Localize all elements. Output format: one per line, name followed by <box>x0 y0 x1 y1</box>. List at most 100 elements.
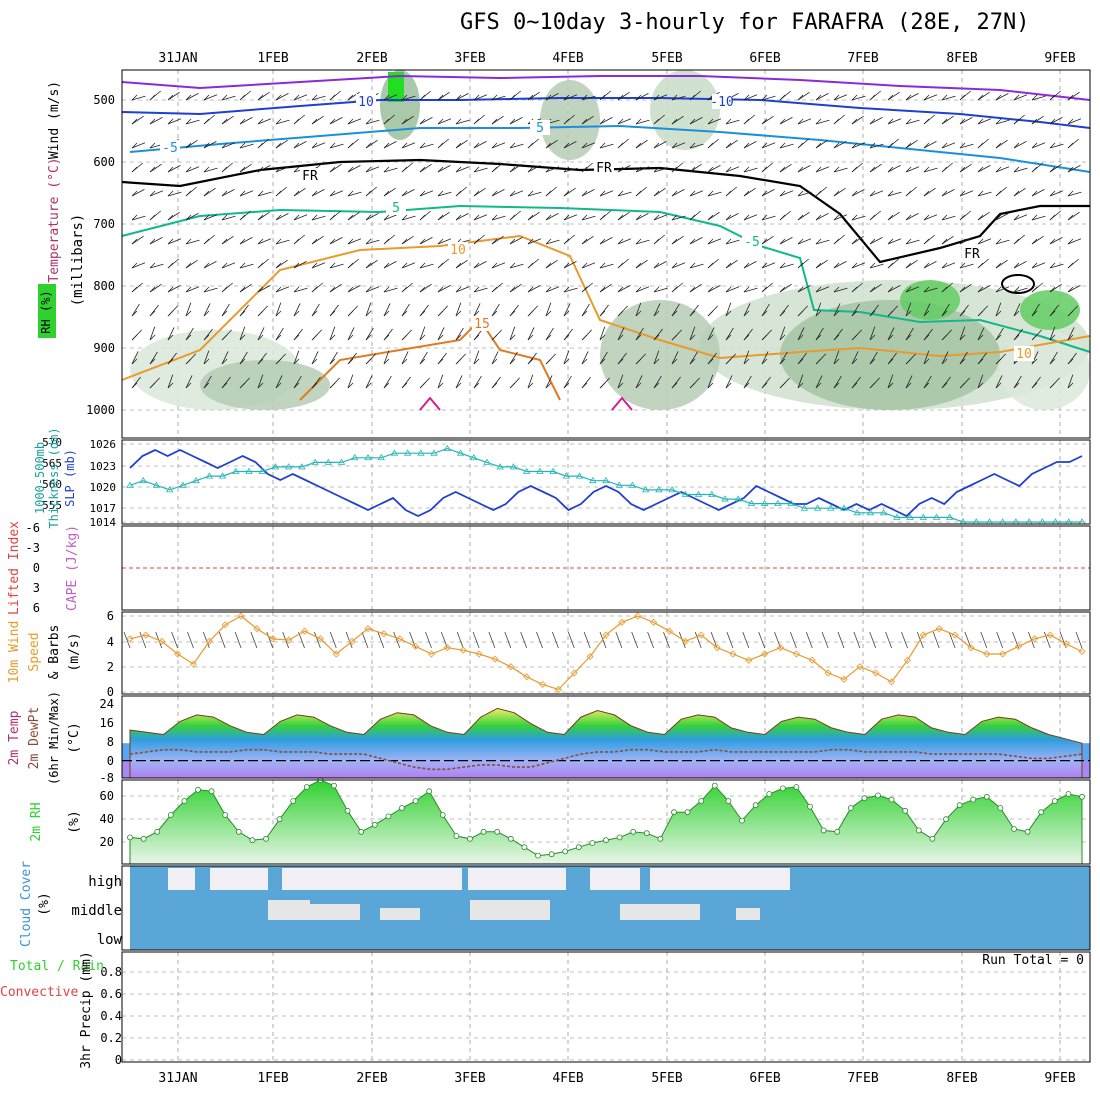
wind-barb <box>779 94 786 101</box>
wind-barb <box>401 334 408 341</box>
wind-barb <box>437 238 444 245</box>
wind-speed-point <box>380 630 388 638</box>
wind-barb <box>437 374 444 389</box>
wind-barb <box>347 262 354 269</box>
wind-barb-10m <box>583 631 591 649</box>
wind-barb <box>941 351 949 365</box>
rh-point <box>399 805 405 811</box>
wind-barb <box>635 166 642 173</box>
thickness-point <box>562 472 571 479</box>
wind-barb <box>941 310 948 317</box>
wind-barb <box>275 375 283 389</box>
date-label-bottom: 2FEB <box>356 1071 387 1086</box>
pressure-label-thickness: 1000-500mb <box>33 442 47 514</box>
contour-label: -5 <box>744 235 760 250</box>
wind-barb-10m <box>488 631 496 649</box>
wind-barb <box>257 310 264 317</box>
wind-barb <box>599 142 606 149</box>
wind-barb <box>689 283 702 293</box>
wind-speed-point <box>586 652 594 661</box>
contour-label: -5 <box>162 141 178 156</box>
thickness-point <box>708 490 716 497</box>
wind-barb <box>977 94 984 101</box>
rh-point <box>929 835 936 842</box>
wind-barb <box>941 286 948 293</box>
wind-barb <box>581 189 595 197</box>
wind-barb <box>959 283 972 293</box>
wind-barb <box>617 191 632 197</box>
rh-point <box>562 848 569 855</box>
thickness-point <box>800 504 809 511</box>
wind-barb <box>221 286 228 293</box>
wind-barb <box>473 187 486 197</box>
wind-barb-10m <box>567 631 575 649</box>
wind-barb <box>509 382 516 389</box>
wind-barb <box>221 382 228 389</box>
upper-label-wind: Wind (m/s) <box>47 81 62 159</box>
wind-barb <box>995 166 1002 173</box>
rh-shading <box>600 300 720 410</box>
wind-barb <box>203 358 210 365</box>
wind-barb <box>167 214 174 221</box>
wind-barb <box>1067 214 1074 221</box>
wind-barb <box>329 117 343 125</box>
wind-barb <box>419 358 426 365</box>
wind-barb <box>1049 263 1064 269</box>
rh-shading <box>900 280 960 320</box>
contour-label-bg <box>448 242 468 257</box>
cloud-level-label: low <box>97 932 123 948</box>
wind-barb <box>401 190 408 197</box>
wind-barb <box>347 285 361 293</box>
date-label-bottom: 4FEB <box>552 1071 583 1086</box>
wind-barb <box>815 190 822 197</box>
wind-barb <box>563 350 570 365</box>
wind-barb <box>509 283 522 293</box>
date-label-bottom: 3FEB <box>454 1071 485 1086</box>
wind-barb <box>761 235 774 245</box>
wind-barb <box>239 117 253 125</box>
cape-label-lifted-index: Lifted Index <box>7 521 22 615</box>
wind-barb <box>383 334 390 341</box>
wind-barb <box>491 262 506 269</box>
wind-barb <box>599 351 608 365</box>
wind-barb <box>887 211 900 221</box>
wind-barb <box>797 214 804 221</box>
cloud-high-clear <box>468 868 566 890</box>
wind-barb <box>365 239 380 245</box>
wind-barb <box>239 358 246 365</box>
wind-barb <box>185 358 192 365</box>
wind-barb <box>869 117 883 125</box>
wind-barb <box>293 286 300 293</box>
wind-barb <box>347 286 354 293</box>
wind-speed-point <box>983 650 991 658</box>
rh-shading <box>1020 290 1080 330</box>
rh-point <box>127 834 133 841</box>
wind-barb <box>743 118 750 125</box>
wind-barb <box>473 214 480 221</box>
wind-barb <box>257 238 264 245</box>
wind-barb <box>905 93 919 101</box>
wind-barb <box>977 118 984 125</box>
wind-barb <box>725 302 732 317</box>
rh-high-patch <box>388 72 404 102</box>
upper-label-rh: RH (%) <box>39 290 53 333</box>
wind-barb <box>725 166 740 173</box>
wind-barb <box>437 165 451 173</box>
wind-barb <box>419 190 426 197</box>
wind-barb <box>185 382 192 389</box>
wind-barb <box>563 167 578 173</box>
wind-barb <box>131 94 138 101</box>
rh-point <box>263 835 269 842</box>
wind-barb <box>275 358 282 365</box>
wind-barb <box>1049 143 1064 149</box>
wind-barb <box>851 190 858 197</box>
wind-barb <box>815 239 830 245</box>
rh-point <box>616 834 623 841</box>
wind-barb <box>491 286 498 293</box>
wind-barb <box>743 166 750 173</box>
wind-barb <box>671 190 678 197</box>
wind-barb <box>275 286 282 293</box>
wind-barb <box>887 238 902 245</box>
wind-barb <box>959 286 966 293</box>
thickness-point <box>390 449 399 456</box>
